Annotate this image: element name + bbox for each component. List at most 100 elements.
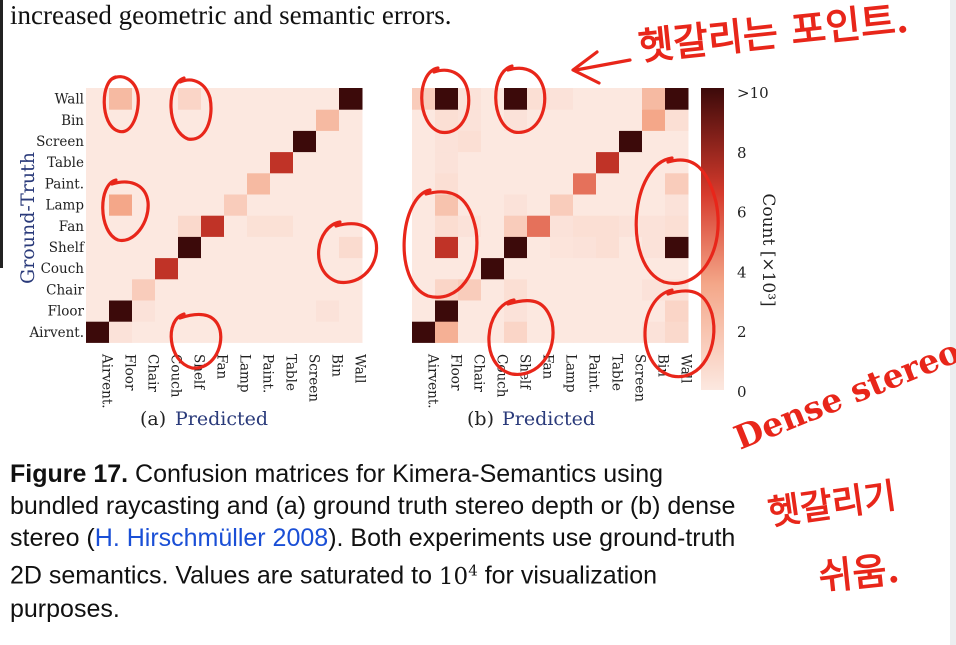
x-tick-label: Table (283, 354, 299, 391)
matrix-cell (155, 109, 179, 131)
matrix-cell (293, 236, 317, 259)
matrix-cell (619, 257, 643, 280)
colorbar-tick-label: 4 (737, 263, 747, 281)
matrix-cell (504, 151, 528, 174)
subfig-a-label: (a) (140, 408, 166, 430)
matrix-cell (642, 257, 666, 280)
matrix-cell (155, 88, 179, 110)
matrix-cell (132, 151, 156, 174)
x-tick-label: Floor (448, 354, 464, 391)
matrix-cell (412, 194, 436, 216)
matrix-cell (293, 257, 317, 280)
citation-link[interactable]: H. Hirschmüller 2008 (94, 524, 329, 552)
colorbar-tick-label: 0 (737, 383, 747, 401)
matrix-cell (642, 172, 666, 195)
matrix-cell (527, 109, 551, 131)
matrix-cell (224, 300, 248, 322)
matrix-cell (224, 236, 248, 259)
matrix-cell (224, 278, 248, 301)
matrix-cell (293, 321, 317, 343)
subfig-b-xtitle: Predicted (502, 408, 595, 430)
matrix-cell (596, 278, 620, 301)
matrix-cell (293, 215, 317, 237)
matrix-cell (86, 151, 110, 174)
matrix-cell (224, 130, 248, 153)
matrix-cell (316, 130, 340, 153)
matrix-cell (435, 321, 459, 343)
matrix-cell (550, 300, 574, 322)
matrix-cell (270, 257, 294, 280)
y-tick-label: Lamp (46, 198, 84, 214)
matrix-cell (339, 300, 363, 322)
colorbar-tick-label: >10 (737, 84, 769, 102)
y-tick-label: Paint. (45, 176, 84, 192)
matrix-cell (665, 130, 689, 153)
matrix-cell (619, 236, 643, 259)
y-tick-label: Bin (61, 113, 84, 129)
matrix-cell (316, 172, 340, 195)
matrix-cell (458, 88, 482, 110)
matrix-cell (247, 236, 271, 259)
matrix-cell (155, 278, 179, 301)
matrix-cell (504, 130, 528, 153)
matrix-cell (86, 194, 110, 216)
x-tick-label: Fan (214, 354, 230, 379)
math-base: 10 (438, 563, 469, 590)
x-tick-label: Couch (168, 354, 184, 398)
matrix-cell (293, 278, 317, 301)
matrix-cell (642, 194, 666, 216)
matrix-cell (550, 130, 574, 153)
matrix-cell (339, 278, 363, 301)
matrix-cell (316, 194, 340, 216)
matrix-cell (178, 215, 202, 237)
matrix-cell (481, 215, 505, 237)
matrix-cell (201, 300, 225, 322)
matrix-cell (435, 109, 459, 131)
matrix-cell (109, 194, 133, 216)
matrix-cell (642, 151, 666, 174)
matrix-cell (293, 151, 317, 174)
matrix-cell (435, 88, 459, 110)
matrix-cell (573, 300, 597, 322)
subfig-b-label: (b) (467, 408, 494, 430)
matrix-cell (247, 257, 271, 280)
matrix-cell (109, 88, 133, 110)
matrix-cell (573, 151, 597, 174)
x-tick-label: Bin (655, 354, 671, 377)
x-tick-label: Floor (122, 354, 138, 391)
matrix-cell (527, 278, 551, 301)
scrollbar-track[interactable] (950, 0, 956, 645)
matrix-cell (435, 172, 459, 195)
x-tick-label: Paint. (586, 354, 602, 393)
matrix-cell (550, 236, 574, 259)
matrix-cell (155, 151, 179, 174)
matrix-cell (642, 321, 666, 343)
matrix-cell (132, 257, 156, 280)
matrix-cell (412, 236, 436, 259)
matrix-cell (573, 172, 597, 195)
matrix-cell (316, 321, 340, 343)
caption-text-2: ). Both experiments use ground-truth 2D … (10, 524, 736, 590)
matrix-cell (665, 194, 689, 216)
matrix-cell (435, 278, 459, 301)
matrix-cell (504, 172, 528, 195)
matrix-cell (435, 194, 459, 216)
matrix-cell (247, 215, 271, 237)
matrix-cell (339, 172, 363, 195)
matrix-cell (665, 257, 689, 280)
matrix-cell (86, 215, 110, 237)
matrix-cell (665, 109, 689, 131)
matrix-cell (550, 215, 574, 237)
matrix-cell (550, 172, 574, 195)
matrix-cell (504, 215, 528, 237)
matrix-cell (247, 194, 271, 216)
matrix-cell (504, 194, 528, 216)
matrix-cell (527, 321, 551, 343)
matrix-cell (109, 109, 133, 131)
matrix-cell (339, 236, 363, 259)
matrix-cell (596, 172, 620, 195)
matrix-cell (86, 257, 110, 280)
colorbar-label: Count [×10³] (758, 193, 778, 306)
matrix-cell (178, 172, 202, 195)
matrix-cell (619, 172, 643, 195)
